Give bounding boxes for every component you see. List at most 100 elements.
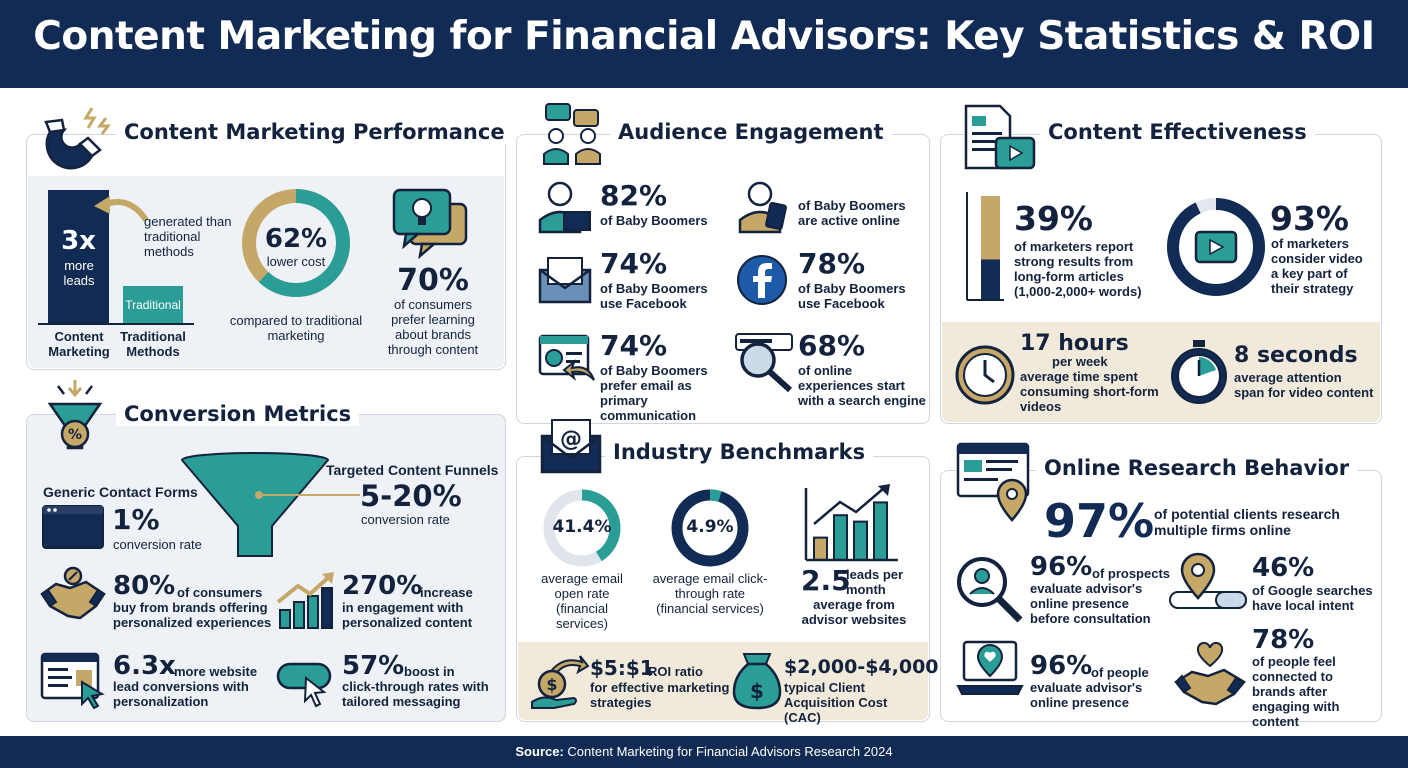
audience-stat-6-desc: of online experiences start with a searc… xyxy=(798,363,926,408)
personal-pct: 80% xyxy=(113,571,176,601)
audience-stat-5-desc: of Baby Boomers prefer email as primary … xyxy=(600,363,708,423)
lightbulb-chat-icon xyxy=(392,188,468,260)
envelope-icon xyxy=(538,257,592,304)
leadconv-big: 6.3x xyxy=(113,651,176,681)
conversion-title: Conversion Metrics xyxy=(116,402,360,426)
roi-small: ROI ratio xyxy=(648,664,703,679)
elderly-tablet-icon xyxy=(738,181,787,234)
traditional-bar-label: Traditional xyxy=(125,298,181,312)
generic-label: Generic Contact Forms xyxy=(43,484,198,500)
bar-label-traditional: Traditional Methods xyxy=(120,329,186,359)
engage-desc-b: in engagement with personalized content xyxy=(342,600,473,630)
content-marketing-bar xyxy=(48,190,109,323)
open-rate-donut xyxy=(543,489,621,567)
prospects-desc-b: evaluate advisor's online presence befor… xyxy=(1030,581,1151,626)
leads-mini-bar xyxy=(813,536,828,561)
cac-desc: typical Client Acquisition Cost (CAC) xyxy=(784,680,888,725)
local-pin-icon xyxy=(1169,552,1247,609)
source-text: Content Marketing for Financial Advisors… xyxy=(567,744,893,759)
seconds-big: 8 seconds xyxy=(1234,343,1358,368)
leads-desc: generated than traditional methods xyxy=(144,214,232,259)
ctr-desc-b: click-through rates with tailored messag… xyxy=(342,679,489,709)
longform-desc: of marketers report strong results from … xyxy=(1014,239,1142,299)
leads-mini-bar xyxy=(873,501,888,561)
money-bag-icon: $ xyxy=(732,653,782,710)
audience-stat-1-pct: 82% xyxy=(600,179,668,212)
curved-arrow-icon xyxy=(94,196,149,222)
ctr-donut xyxy=(671,489,749,567)
audience-stat-3-pct: 74% xyxy=(600,247,668,280)
email-at-icon: @ xyxy=(540,419,602,474)
targeted-desc: conversion rate xyxy=(361,512,450,527)
handshake-gear-icon xyxy=(40,566,106,620)
profile-magnifier-icon xyxy=(957,557,1023,623)
performance-title: Content Marketing Performance xyxy=(116,120,513,144)
generic-desc: conversion rate xyxy=(113,537,202,552)
facebook-icon xyxy=(737,255,787,305)
hours-small: per week xyxy=(1052,354,1108,369)
leads-mini-bar xyxy=(853,520,868,561)
roi-big: $5:$1 xyxy=(590,656,654,680)
ctr-pct: 57% xyxy=(342,651,405,681)
hand-coin-icon: $ xyxy=(531,655,590,709)
research-main-pct: 97% xyxy=(1044,494,1155,548)
benchmarks-roi-band xyxy=(518,642,928,720)
leadconv-desc-a: more website xyxy=(174,664,258,679)
leads-month-desc: average from advisor websites xyxy=(801,597,907,627)
prospects-desc-a: of prospects xyxy=(1092,566,1171,581)
browser-location-icon xyxy=(956,442,1030,522)
engage-pct: 270% xyxy=(342,571,423,601)
cost-pct: 62% xyxy=(264,224,328,254)
prospects-pct: 96% xyxy=(1030,552,1093,582)
audience-stat-6-pct: 68% xyxy=(798,329,866,362)
people-pct: 96% xyxy=(1030,651,1093,681)
targeted-label: Targeted Content Funnels xyxy=(326,462,499,478)
growth-chart-icon xyxy=(276,572,334,629)
leads-month-small: leads per month xyxy=(846,567,904,597)
connected-pct: 78% xyxy=(1252,625,1315,655)
people-chat-icon xyxy=(543,103,601,165)
cac-big: $2,000-$4,000 xyxy=(784,656,939,678)
cost-inner: lower cost xyxy=(266,254,326,269)
people-desc-a: of people xyxy=(1091,665,1149,680)
leads-big: 3x xyxy=(61,226,96,256)
generic-pct: 1% xyxy=(112,503,160,536)
footer-bar: Source: Content Marketing for Financial … xyxy=(0,736,1408,768)
funnel-percent-icon: % xyxy=(47,380,103,450)
learning-pct: 70% xyxy=(397,263,469,298)
svg-text:$: $ xyxy=(750,679,764,703)
magnifier-search-icon xyxy=(735,333,793,393)
audience-stat-4-pct: 78% xyxy=(798,247,866,280)
chart-baseline xyxy=(38,323,194,325)
lower-cost-donut xyxy=(242,189,350,297)
longform-pct: 39% xyxy=(1014,199,1093,238)
learning-desc: of consumers prefer learning about brand… xyxy=(387,297,479,357)
handshake-heart-icon xyxy=(1174,641,1246,706)
effectiveness-title: Content Effectiveness xyxy=(1040,120,1315,144)
website-cursor-icon xyxy=(40,652,105,710)
personal-desc-b: buy from brands offering personalized ex… xyxy=(113,600,272,630)
header-bar xyxy=(0,0,1408,88)
audience-stat-1-desc: of Baby Boomers xyxy=(600,213,708,228)
ctr-desc: average email click-through rate (financ… xyxy=(652,571,768,616)
video-donut xyxy=(1167,198,1265,296)
hours-desc: average time spent consuming short-form … xyxy=(1020,369,1159,414)
roi-desc: for effective marketing strategies xyxy=(590,680,730,710)
people-desc-b: evaluate advisor's online presence xyxy=(1030,680,1143,710)
local-pct: 46% xyxy=(1252,553,1315,583)
funnel-pointer-line xyxy=(255,491,360,499)
svg-text:%: % xyxy=(68,427,82,443)
local-desc: of Google searches have local intent xyxy=(1252,583,1373,613)
research-main-desc: of potential clients research multiple f… xyxy=(1154,506,1340,538)
hours-big: 17 hours xyxy=(1020,331,1129,356)
document-video-icon xyxy=(964,104,1036,170)
benchmarks-title: Industry Benchmarks xyxy=(605,440,874,464)
leads-month-big: 2.5 xyxy=(801,564,851,597)
seconds-desc: average attention span for video content xyxy=(1234,370,1374,400)
ctr-value: 4.9% xyxy=(686,517,734,537)
svg-text:$: $ xyxy=(546,675,557,694)
open-rate-desc: average email open rate (financial servi… xyxy=(541,571,623,631)
bar-label-content: Content Marketing xyxy=(48,329,110,359)
audience-stat-4-desc: of Baby Boomers use Facebook xyxy=(798,281,906,311)
engage-desc-a: increase xyxy=(420,585,473,600)
